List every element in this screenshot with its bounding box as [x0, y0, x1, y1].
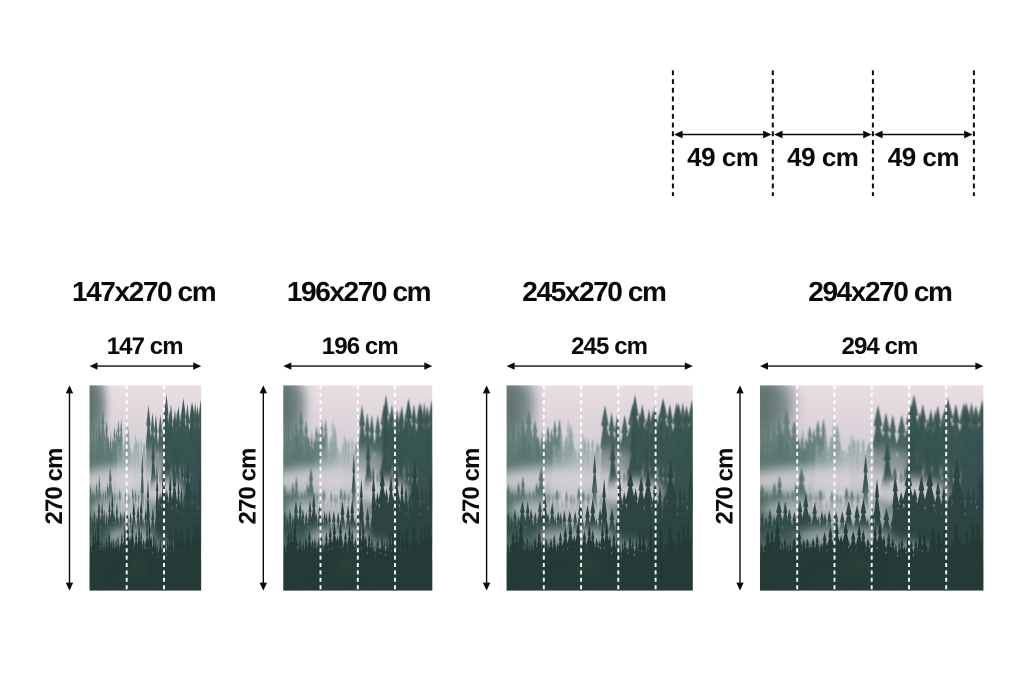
svg-text:196 cm: 196 cm — [322, 333, 398, 360]
svg-text:270 cm: 270 cm — [235, 449, 262, 525]
svg-text:270 cm: 270 cm — [711, 449, 738, 525]
svg-text:49 cm: 49 cm — [787, 142, 858, 172]
svg-text:294x270 cm: 294x270 cm — [808, 276, 952, 307]
svg-text:49 cm: 49 cm — [888, 142, 959, 172]
svg-text:245 cm: 245 cm — [571, 333, 647, 360]
svg-text:294 cm: 294 cm — [842, 333, 918, 360]
svg-text:147 cm: 147 cm — [107, 333, 183, 360]
svg-text:147x270 cm: 147x270 cm — [72, 276, 216, 307]
svg-text:49 cm: 49 cm — [687, 142, 758, 172]
svg-text:270 cm: 270 cm — [41, 449, 68, 525]
svg-text:245x270 cm: 245x270 cm — [522, 276, 666, 307]
svg-text:196x270 cm: 196x270 cm — [287, 276, 431, 307]
svg-text:270 cm: 270 cm — [458, 449, 485, 525]
